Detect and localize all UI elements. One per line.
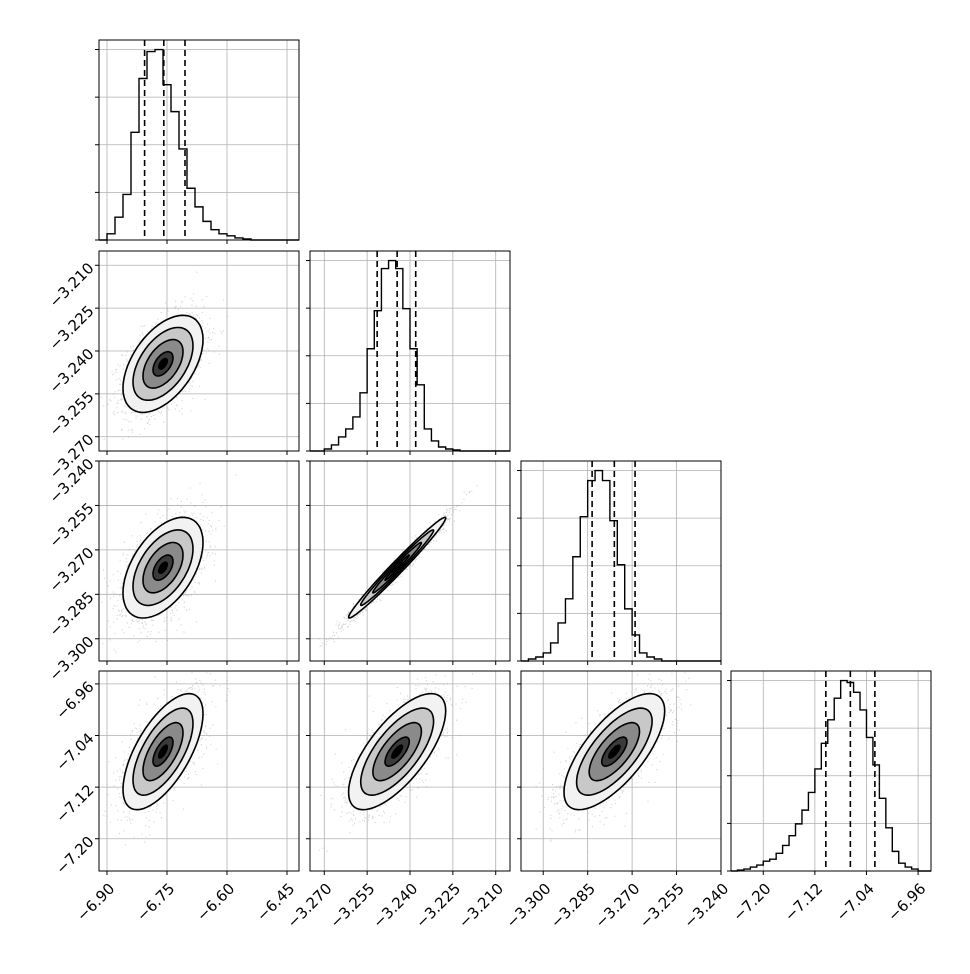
scatter-panel-1-0 — [95, 250, 300, 455]
y-tick-label: −3.285 — [46, 588, 98, 640]
contour-line-1 — [142, 338, 184, 389]
scatter-panel-2-0 — [95, 460, 300, 665]
y-tick-label: −7.12 — [52, 781, 97, 826]
contour-line-3 — [122, 516, 204, 619]
density-core — [391, 744, 404, 759]
y-tick-label: −7.04 — [52, 729, 97, 774]
panel-contents — [310, 461, 510, 661]
panel-contents — [521, 671, 721, 871]
panel-frame — [520, 670, 722, 872]
scatter-panel-2-1 — [306, 460, 511, 665]
contour-line-2 — [359, 707, 435, 797]
x-tick-label: −6.96 — [884, 880, 929, 925]
histogram-step-line — [731, 679, 931, 872]
contour-line-0 — [600, 736, 628, 768]
panel-frame — [98, 39, 300, 241]
y-tick-label: −3.255 — [46, 388, 98, 440]
contour-line-1 — [372, 721, 423, 782]
x-tick-label: −3.255 — [326, 880, 378, 932]
panel-background — [99, 40, 299, 240]
x-tick-label: −7.04 — [833, 880, 878, 925]
y-tick-label: −3.270 — [46, 544, 98, 596]
y-tick-label: −3.240 — [46, 345, 98, 397]
y-tick-label: −3.210 — [46, 259, 98, 311]
panel-frame — [520, 460, 722, 662]
contour-line-2 — [132, 707, 194, 797]
panel-frame — [98, 460, 300, 662]
contour-line-2 — [132, 529, 194, 607]
panel-frame — [730, 670, 932, 872]
x-tick-label: −3.210 — [455, 880, 507, 932]
scatter-panel-3-1 — [306, 670, 511, 875]
contour-line-0 — [152, 554, 174, 581]
contour-line-3 — [122, 314, 204, 414]
contour-line-2 — [359, 529, 435, 607]
x-tick-label: −3.240 — [680, 880, 732, 932]
contour-line-0 — [152, 736, 174, 768]
panel-frame — [309, 670, 511, 872]
histogram-step-line — [310, 259, 510, 452]
x-tick-label: −3.240 — [369, 880, 421, 932]
panel-frame — [309, 460, 511, 662]
contour-line-0 — [152, 350, 174, 377]
density-core — [158, 357, 168, 370]
scatter-panel-3-0 — [95, 670, 300, 875]
x-tick-label: −7.20 — [729, 880, 774, 925]
contour-line-3 — [347, 516, 447, 619]
density-core — [158, 744, 168, 759]
panel-contents — [99, 671, 299, 871]
x-tick-label: −3.225 — [412, 880, 464, 932]
x-tick-label: −3.270 — [591, 880, 643, 932]
x-tick-label: −3.285 — [547, 880, 599, 932]
x-tick-label: −7.12 — [781, 880, 826, 925]
histogram-panel-0 — [95, 39, 300, 244]
panel-background — [731, 671, 931, 871]
x-tick-label: −3.300 — [503, 880, 555, 932]
panel-background — [521, 461, 721, 661]
y-tick-label: −6.96 — [52, 678, 97, 723]
panel-frame — [309, 250, 511, 452]
panel-contents — [99, 461, 299, 661]
contour-line-1 — [588, 721, 641, 782]
panel-contents — [99, 251, 299, 451]
y-tick-label: −3.300 — [46, 633, 98, 685]
contour-line-0 — [384, 736, 411, 768]
x-tick-label: −3.255 — [636, 880, 688, 932]
panel-frame — [98, 670, 300, 872]
panel-contents — [310, 671, 510, 871]
contour-line-0 — [384, 554, 411, 582]
x-tick-label: −6.60 — [193, 880, 238, 925]
histogram-panel-1 — [306, 250, 511, 455]
y-tick-label: −7.20 — [52, 833, 97, 878]
density-core — [158, 561, 168, 574]
x-tick-label: −6.90 — [73, 880, 118, 925]
contour-line-1 — [142, 721, 184, 782]
histogram-step-line — [99, 48, 299, 241]
density-core — [391, 561, 404, 574]
y-tick-label: −3.255 — [46, 499, 98, 551]
contour-line-2 — [132, 326, 194, 401]
histogram-panel-3 — [727, 670, 932, 875]
x-tick-label: −6.75 — [133, 880, 178, 925]
histogram-panel-2 — [517, 460, 722, 665]
contour-line-1 — [372, 541, 423, 594]
contour-line-3 — [122, 692, 204, 811]
density-core — [608, 744, 621, 759]
contour-line-3 — [563, 692, 666, 811]
y-tick-label: −3.225 — [46, 302, 98, 354]
contour-line-2 — [575, 707, 653, 797]
panel-frame — [98, 250, 300, 452]
scatter-panel-3-2 — [517, 670, 722, 875]
contour-line-1 — [142, 541, 184, 594]
contour-line-3 — [347, 692, 447, 811]
